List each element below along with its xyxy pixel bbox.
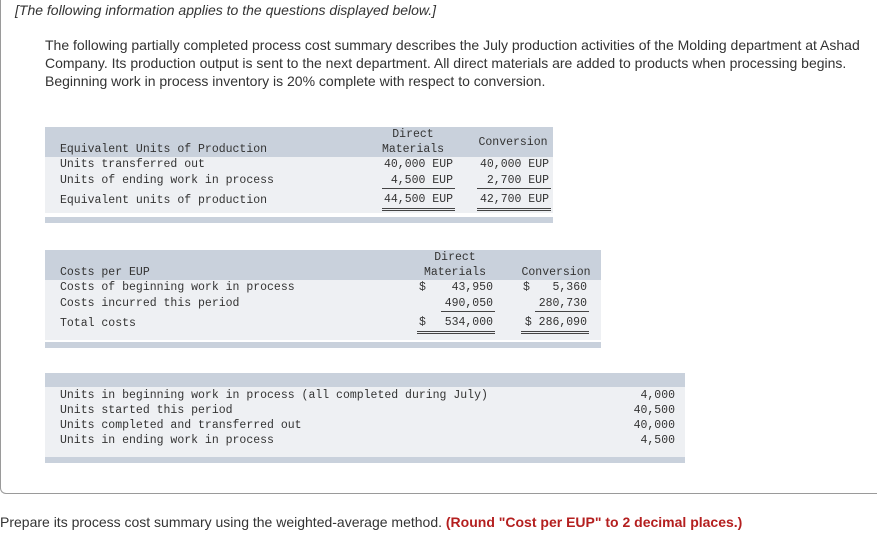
cost-total-rule [417, 333, 495, 334]
eup-total-rule [382, 208, 455, 209]
cost-row-dm-symbol: $ [419, 281, 426, 294]
eup-subtotal-rule [382, 188, 455, 189]
eup-row-label: Units of ending work in process [60, 174, 274, 187]
eup-total-rule [477, 208, 551, 209]
eup-table: Equivalent Units of Production Direct Ma… [45, 127, 553, 223]
cost-subtotal-rule [441, 311, 495, 312]
eup-row-dm: 4,500 EUP [390, 174, 453, 187]
question-text: Prepare its process cost summary using t… [0, 514, 442, 530]
eup-title: Equivalent Units of Production [60, 143, 268, 156]
cost-subtotal-rule [535, 311, 589, 312]
eup-row-conv: 2,700 EUP [486, 174, 549, 187]
cost-col-dm-line2: Materials [423, 266, 487, 279]
cost-row-conv-symbol: $ [523, 281, 530, 294]
cost-col-conv: Conversion [521, 266, 591, 279]
cost-row-dm-symbol: $ [419, 316, 426, 329]
cost-row-conv: $ 286,090 [524, 316, 587, 329]
eup-row-conv: 40,000 EUP [479, 158, 549, 171]
eup-col-conv: Conversion [478, 136, 548, 149]
cost-row-label: Costs of beginning work in process [60, 281, 295, 294]
cost-row-dm: 534,000 [444, 316, 493, 329]
units-row-value: 40,000 [633, 419, 675, 432]
cost-col-dm-line1: Direct [434, 251, 476, 264]
eup-total-rule [382, 210, 455, 211]
eup-col-dm-line1: Direct [392, 128, 434, 141]
eup-row-label: Units transferred out [60, 158, 205, 171]
eup-row-dm: 40,000 EUP [383, 158, 453, 171]
cost-row-conv: 5,360 [552, 281, 587, 294]
question-panel: [The following information applies to th… [0, 0, 877, 494]
question-prompt: Prepare its process cost summary using t… [0, 514, 742, 530]
cost-row-dm: 43,950 [451, 281, 493, 294]
eup-col-dm-line2: Materials [381, 143, 445, 156]
cost-row-conv: 280,730 [538, 297, 587, 310]
units-row-label: Units in ending work in process [60, 434, 274, 447]
cost-total-rule [521, 333, 589, 334]
units-row-label: Units started this period [60, 404, 233, 417]
units-row-label: Units in beginning work in process (all … [60, 389, 488, 402]
cost-title: Costs per EUP [60, 266, 150, 279]
rounding-hint: (Round "Cost per EUP" to 2 decimal place… [445, 514, 743, 530]
problem-description: The following partially completed proces… [45, 37, 860, 89]
units-row-value: 4,500 [640, 434, 675, 447]
cost-total-rule [417, 331, 495, 332]
intro-note: [The following information applies to th… [15, 2, 437, 18]
units-row-label: Units completed and transferred out [60, 419, 302, 432]
cost-total-rule [521, 331, 589, 332]
cost-table: Costs per EUP Direct Materials Conversio… [45, 250, 601, 348]
eup-row-conv: 42,700 EUP [479, 193, 549, 206]
cost-row-label: Costs incurred this period [60, 297, 240, 310]
units-row-value: 4,000 [640, 389, 675, 402]
eup-total-rule [477, 210, 551, 211]
units-row-value: 40,500 [633, 404, 675, 417]
cost-row-label: Total costs [60, 317, 136, 330]
eup-row-label: Equivalent units of production [60, 194, 268, 207]
eup-subtotal-rule [477, 188, 551, 189]
cost-row-dm: 490,050 [444, 297, 493, 310]
units-table: Units in beginning work in process (all … [45, 373, 685, 463]
eup-row-dm: 44,500 EUP [383, 193, 453, 206]
